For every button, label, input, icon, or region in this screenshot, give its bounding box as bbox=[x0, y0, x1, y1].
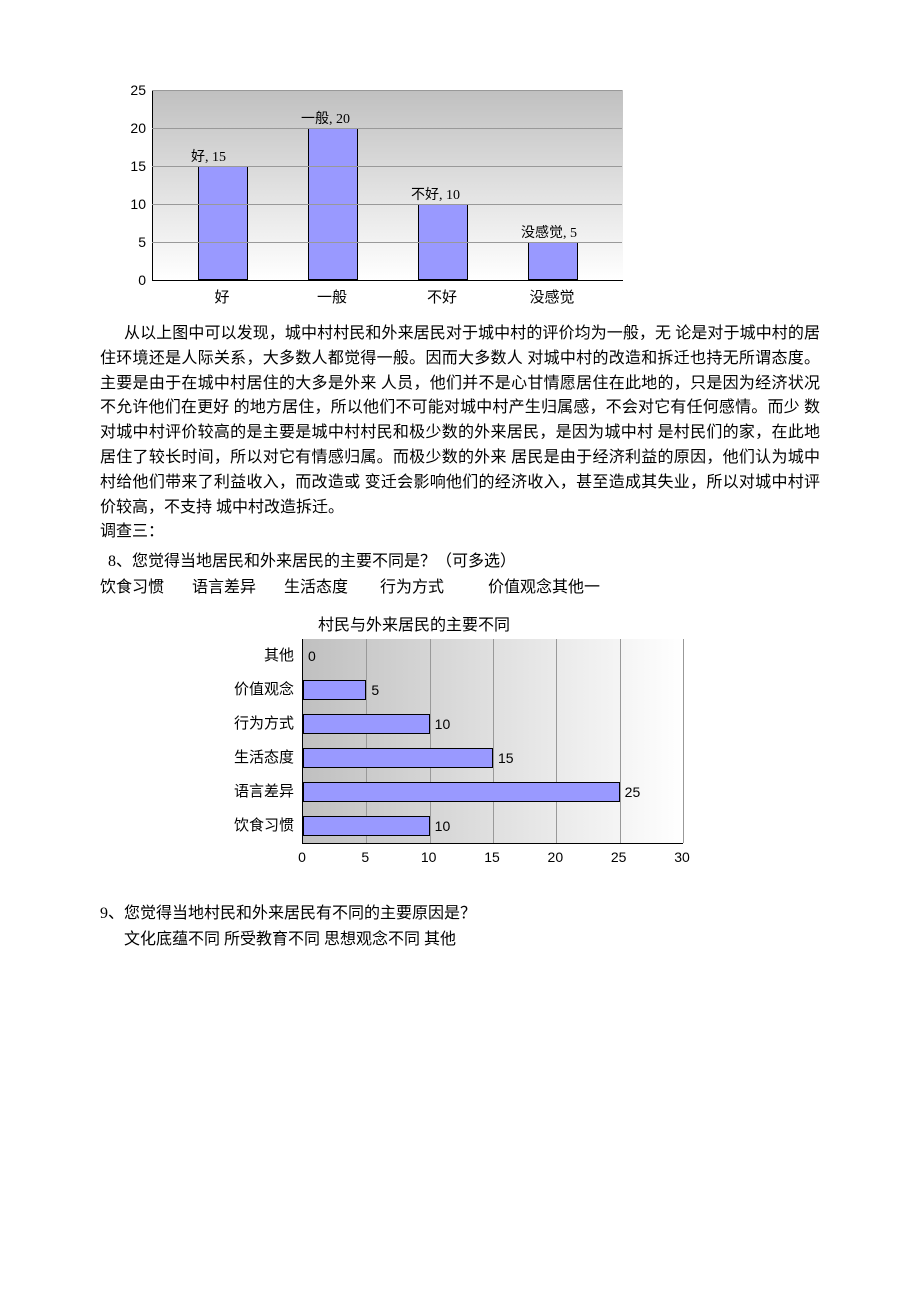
chart2-gridline bbox=[620, 639, 621, 843]
chart1-bar-label: 好, 15 bbox=[191, 146, 226, 166]
chart1-xlabel: 没感觉 bbox=[507, 286, 597, 307]
chart1-ytick: 0 bbox=[112, 272, 146, 288]
question-8: 8、您觉得当地居民和外来居民的主要不同是？（可多选） 饮食习惯 语言差异 生活态… bbox=[100, 547, 820, 597]
chart1-ytick: 25 bbox=[112, 82, 146, 98]
chart1-plot bbox=[152, 90, 623, 281]
analysis-paragraph: 从以上图中可以发现，城中村村民和外来居民对于城中村的评价均为一般，无 论是对于城… bbox=[100, 322, 820, 545]
chart1-bar-label: 一般, 20 bbox=[301, 108, 350, 128]
chart2-xtick: 5 bbox=[350, 849, 380, 865]
chart1-xlabel: 不好 bbox=[397, 286, 487, 307]
question-9: 9、您觉得当地村民和外来居民有不同的主要原因是？ 文化底蕴不同 所受教育不同 思… bbox=[100, 899, 820, 949]
chart1-bar bbox=[528, 242, 578, 280]
chart2-ylabel: 价值观念 bbox=[218, 673, 294, 707]
chart2-bar-value: 0 bbox=[308, 648, 316, 664]
chart1-container: 0510152025好, 15好一般, 20一般不好, 10不好没感觉, 5没感… bbox=[112, 90, 820, 280]
chart2-gridline bbox=[493, 639, 494, 843]
chart2-bar bbox=[303, 782, 620, 802]
chart1-ytick: 5 bbox=[112, 234, 146, 250]
chart1-ytick: 10 bbox=[112, 196, 146, 212]
chart2-plot bbox=[302, 639, 683, 844]
chart1-xlabel: 一般 bbox=[287, 286, 377, 307]
chart2-bar bbox=[303, 816, 430, 836]
chart1-bar bbox=[198, 166, 248, 280]
chart1-ytick: 15 bbox=[112, 158, 146, 174]
chart1-xlabel: 好 bbox=[177, 286, 267, 307]
chart2-xtick: 30 bbox=[667, 849, 697, 865]
q8-text: 8、您觉得当地居民和外来居民的主要不同是？（可多选） bbox=[108, 547, 820, 571]
chart2-bar bbox=[303, 680, 366, 700]
chart2-bar-value: 10 bbox=[435, 716, 451, 732]
chart1-ytick: 20 bbox=[112, 120, 146, 136]
chart2-title: 村民与外来居民的主要不同 bbox=[318, 611, 820, 635]
chart2-ylabels: 其他价值观念行为方式生活态度语言差异饮食习惯 bbox=[218, 639, 298, 843]
q8-options: 饮食习惯 语言差异 生活态度 行为方式 价值观念其他一 bbox=[100, 573, 820, 597]
chart2-gridline bbox=[430, 639, 431, 843]
chart1-gridline bbox=[152, 204, 622, 205]
chart2-gridline bbox=[366, 639, 367, 843]
chart2-xtick: 20 bbox=[540, 849, 570, 865]
chart2-bar-value: 25 bbox=[625, 784, 641, 800]
chart1-bar-label: 没感觉, 5 bbox=[521, 222, 577, 242]
chart1-gridline bbox=[152, 128, 622, 129]
chart2-bar-value: 10 bbox=[435, 818, 451, 834]
chart2-gridline bbox=[683, 639, 684, 843]
chart2-ylabel: 生活态度 bbox=[218, 741, 294, 775]
chart1: 0510152025好, 15好一般, 20一般不好, 10不好没感觉, 5没感… bbox=[112, 90, 622, 280]
chart1-gridline bbox=[152, 242, 622, 243]
chart2-xtick: 0 bbox=[287, 849, 317, 865]
chart2-bar-value: 15 bbox=[498, 750, 514, 766]
q9-options: 文化底蕴不同 所受教育不同 思想观念不同 其他 bbox=[124, 925, 820, 949]
chart2: 其他价值观念行为方式生活态度语言差异饮食习惯 05101520253005101… bbox=[218, 639, 688, 879]
chart2-bar bbox=[303, 748, 493, 768]
chart2-xtick: 10 bbox=[414, 849, 444, 865]
chart2-bar-value: 5 bbox=[371, 682, 379, 698]
survey3-label: 调查三： bbox=[100, 520, 820, 545]
chart1-gridline bbox=[152, 90, 622, 91]
chart2-ylabel: 语言差异 bbox=[218, 775, 294, 809]
paragraph-text: 从以上图中可以发现，城中村村民和外来居民对于城中村的评价均为一般，无 论是对于城… bbox=[100, 322, 820, 520]
chart2-ylabel: 饮食习惯 bbox=[218, 809, 294, 843]
chart2-xtick: 25 bbox=[604, 849, 634, 865]
chart2-xtick: 15 bbox=[477, 849, 507, 865]
chart2-gridline bbox=[556, 639, 557, 843]
chart1-bar-label: 不好, 10 bbox=[411, 184, 460, 204]
chart2-ylabel: 行为方式 bbox=[218, 707, 294, 741]
q9-text: 9、您觉得当地村民和外来居民有不同的主要原因是？ bbox=[100, 899, 820, 923]
chart2-ylabel: 其他 bbox=[218, 639, 294, 673]
chart2-container: 村民与外来居民的主要不同 其他价值观念行为方式生活态度语言差异饮食习惯 0 5 10… bbox=[218, 611, 820, 879]
chart2-bar bbox=[303, 714, 430, 734]
chart1-gridline bbox=[152, 166, 622, 167]
